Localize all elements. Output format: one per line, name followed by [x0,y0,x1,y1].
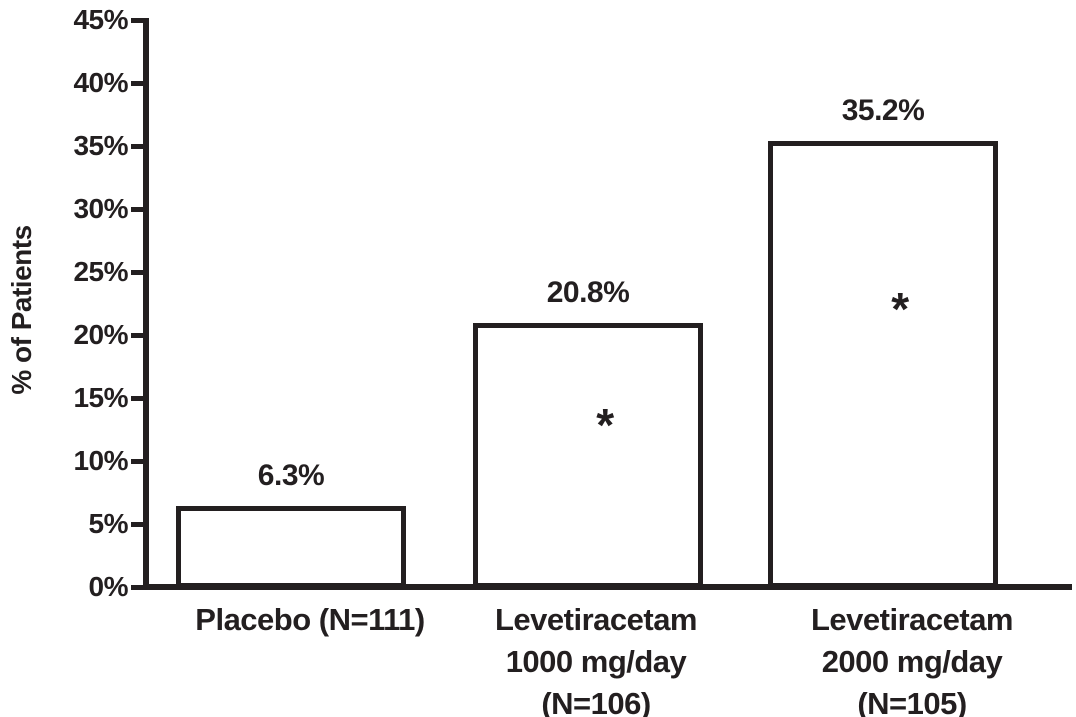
y-tick-label: 0% [88,571,129,602]
y-tick-mark [131,270,143,275]
y-axis-title: % of Patients [6,225,37,395]
y-tick-label: 20% [73,319,128,350]
y-tick-mark [131,207,143,212]
bar [176,506,406,588]
bar [768,141,998,588]
x-axis-line [143,584,1072,590]
y-tick-label: 5% [88,508,129,539]
y-tick-mark [131,81,143,86]
y-tick-label: 40% [73,67,128,98]
bar-value-label: 20.8% [546,276,630,309]
y-tick-label: 10% [73,445,128,476]
bar [473,323,703,588]
y-tick-label: 15% [73,382,128,413]
y-tick-mark [131,144,143,149]
y-tick-label: 45% [73,4,128,35]
y-tick-mark [131,333,143,338]
bar-value-label: 6.3% [257,459,325,492]
y-axis-line [143,18,149,590]
y-tick-mark [131,585,143,590]
y-tick-mark [131,522,143,527]
y-tick-mark [131,18,143,23]
y-tick-mark [131,459,143,464]
y-tick-label: 30% [73,193,128,224]
x-category-label: Levetiracetam 2000 mg/day (N=105) [810,602,1014,717]
y-tick-mark [131,396,143,401]
significance-asterisk: * [891,282,910,335]
y-tick-label: 35% [73,130,128,161]
x-category-label: Placebo (N=111) [195,602,425,637]
significance-asterisk: * [596,399,615,452]
bar-value-label: 35.2% [841,94,925,127]
x-category-label: Levetiracetam 1000 mg/day (N=106) [494,602,698,717]
y-tick-label: 25% [73,256,128,287]
